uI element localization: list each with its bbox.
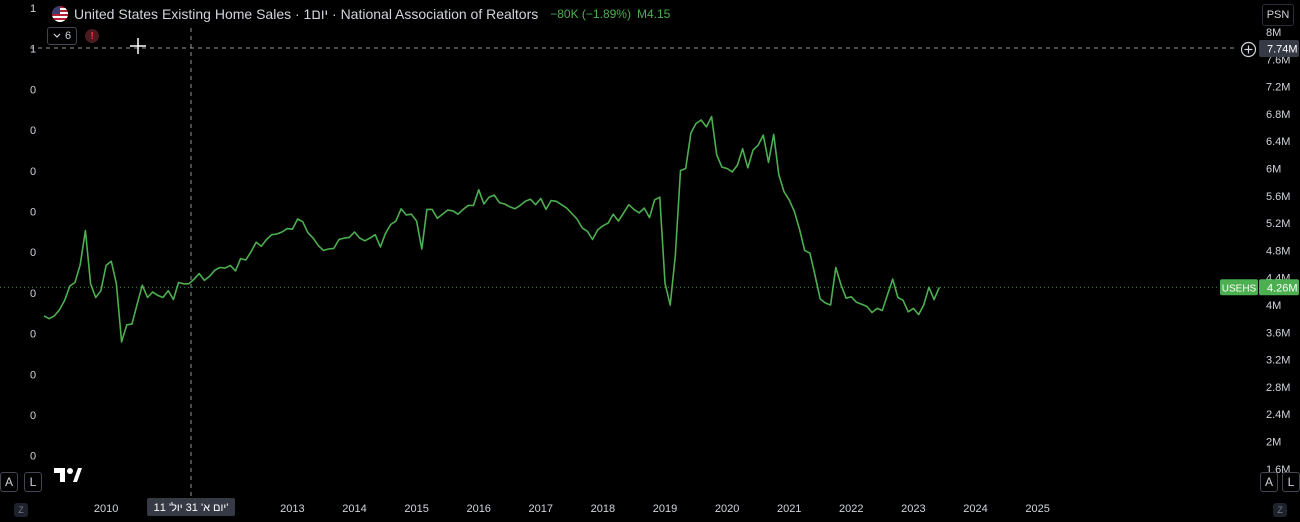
x-tick-label: 2017 — [529, 503, 553, 515]
axis-labels: 7.74M יום א' 31 יול' 11' USEHS 4.26M — [147, 40, 1299, 516]
log-scale-right-button[interactable]: L — [1282, 472, 1300, 492]
log-label-left: L — [29, 475, 37, 489]
x-tick-label: 2024 — [963, 503, 987, 515]
zoom-label-left: Z — [18, 505, 24, 515]
left-tick-label: 0 — [30, 247, 36, 259]
series-change: −80K (−1.89%) — [550, 7, 631, 21]
x-tick-label: 2023 — [901, 503, 925, 515]
price-axis[interactable]: 8M7.6M7.2M6.8M6.4M6M5.6M5.2M4.8M4.4M4M3.… — [1266, 27, 1290, 476]
zoom-label-right: Z — [1277, 505, 1283, 515]
y-tick-label: 4M — [1266, 300, 1281, 312]
series-line-usehs — [43, 115, 941, 343]
y-tick-label: 6.8M — [1266, 109, 1290, 121]
time-axis[interactable]: 2010 2013 2014 2015 2016 2017 2018 2019 2020 2021… — [94, 503, 1050, 515]
psn-label: PSN — [1266, 9, 1290, 21]
y-tick-label: 8M — [1266, 27, 1281, 39]
crosshair-time-label-bg — [147, 498, 235, 516]
x-tick-label: 2015 — [404, 503, 428, 515]
log-label-right: L — [1287, 475, 1295, 489]
series-name-tag: USEHS — [1222, 283, 1257, 294]
left-axis: 1 1 0 0 0 0 0 0 0 0 0 0 — [30, 3, 36, 463]
crosshair-price-label-bg — [1259, 40, 1299, 57]
legend-header[interactable]: United States Existing Home Sales · 1יום… — [52, 4, 670, 24]
left-tick-label: 0 — [30, 451, 36, 463]
auto-label-right: A — [1264, 475, 1273, 489]
x-tick-label: 2014 — [342, 503, 366, 515]
crosshair-time-label: יום א' 31 יול' 11' — [154, 501, 229, 514]
zoom-left-button[interactable]: Z — [14, 503, 28, 517]
warning-glyph: ! — [90, 30, 94, 42]
auto-label-left: A — [4, 475, 13, 489]
left-tick-label: 0 — [30, 207, 36, 219]
auto-scale-right-button[interactable]: A — [1260, 472, 1278, 492]
collapse-indicators-button[interactable]: 6 — [47, 27, 78, 45]
series-name-tag-bg — [1220, 279, 1258, 296]
zoom-right-button[interactable]: Z — [1273, 503, 1287, 517]
series-layer — [43, 115, 941, 343]
x-tick-label: 2018 — [591, 503, 615, 515]
y-tick-label: 3.2M — [1266, 355, 1290, 367]
legend-controls: 6 ! — [47, 27, 100, 45]
series-title[interactable]: United States Existing Home Sales · 1יום… — [74, 6, 539, 22]
y-tick-label: 7.2M — [1266, 82, 1290, 94]
y-tick-label: 7.6M — [1266, 54, 1290, 66]
x-tick-label: 2019 — [653, 503, 677, 515]
series-last-value: M4.15 — [636, 7, 671, 21]
x-tick-label: 2013 — [280, 503, 304, 515]
plus-circle-icon[interactable] — [1240, 41, 1257, 58]
exclamation-icon[interactable]: ! — [85, 29, 100, 43]
left-tick-label: 0 — [30, 329, 36, 341]
left-tick-label: 1 — [30, 3, 36, 15]
left-tick-label: 0 — [30, 125, 36, 137]
x-tick-label: 2020 — [715, 503, 739, 515]
y-tick-label: 3.6M — [1266, 327, 1290, 339]
y-tick-label: 2.8M — [1266, 382, 1290, 394]
x-tick-label: 2022 — [839, 503, 863, 515]
x-tick-label: 2016 — [466, 503, 490, 515]
x-tick-label: 2025 — [1025, 503, 1049, 515]
y-tick-label: 2M — [1266, 437, 1281, 449]
auto-scale-left-button[interactable]: A — [0, 472, 18, 492]
tradingview-logo-icon[interactable] — [54, 467, 82, 483]
psn-button[interactable]: PSN — [1262, 4, 1294, 26]
left-tick-label: 0 — [30, 410, 36, 422]
left-tick-label: 0 — [30, 166, 36, 178]
y-tick-label: 6.4M — [1266, 136, 1290, 148]
chevron-down-icon — [53, 33, 61, 38]
y-tick-label: 4.8M — [1266, 245, 1290, 257]
crosshair-cursor-icon — [130, 38, 146, 54]
crosshair — [0, 28, 1238, 497]
y-tick-label: 5.2M — [1266, 218, 1290, 230]
x-tick-label: 2021 — [777, 503, 801, 515]
left-tick-label: 1 — [30, 44, 36, 56]
left-tick-label: 0 — [30, 84, 36, 96]
us-flag-icon — [52, 6, 68, 22]
indicator-count: 6 — [65, 30, 72, 42]
y-tick-label: 5.6M — [1266, 191, 1290, 203]
x-tick-label: 2010 — [94, 503, 118, 515]
last-value-label-bg — [1259, 279, 1299, 296]
left-tick-label: 0 — [30, 369, 36, 381]
y-tick-label: 2.4M — [1266, 409, 1290, 421]
crosshair-price-label: 7.74M — [1267, 44, 1298, 56]
last-value-label: 4.26M — [1267, 282, 1298, 294]
left-tick-label: 0 — [30, 288, 36, 300]
y-tick-label: 6M — [1266, 164, 1281, 176]
log-scale-left-button[interactable]: L — [24, 472, 42, 492]
